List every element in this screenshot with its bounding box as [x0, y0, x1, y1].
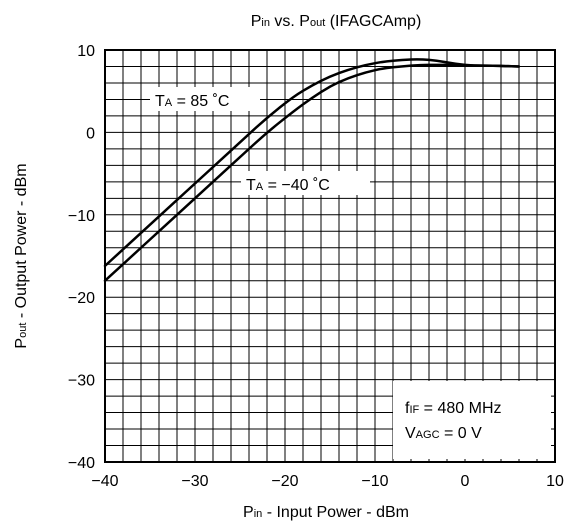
x-axis-label: Pin - Input Power - dBm [243, 504, 409, 521]
x-tick-label: 0 [461, 473, 470, 490]
y-tick-label: 0 [86, 125, 95, 142]
series-label-85-bg [150, 87, 260, 111]
x-tick-label: −30 [181, 473, 208, 490]
x-tick-label: −10 [361, 473, 388, 490]
x-tick-label: −40 [91, 473, 118, 490]
x-tick-labels: −40 −30 −20 −10 0 10 [91, 473, 564, 490]
series-label-minus40-bg [241, 171, 370, 195]
y-tick-label: 10 [77, 43, 95, 60]
y-tick-label: −40 [68, 455, 95, 472]
annotation-vagc: VAGC = 0 V [405, 425, 482, 442]
x-tick-label: −20 [271, 473, 298, 490]
x-tick-label: 10 [546, 473, 564, 490]
series-layer [103, 58, 521, 282]
annotation-box [393, 381, 551, 459]
y-tick-label: −10 [68, 208, 95, 225]
y-tick-label: −20 [68, 290, 95, 307]
y-axis-label: Pout - Output Power - dBm [13, 163, 30, 348]
annotation-frequency: fIF = 480 MHz [405, 400, 502, 417]
series-line-85c [103, 58, 521, 268]
chart-title: Pin vs. Pout (IFAGCAmp) [251, 13, 422, 30]
y-tick-labels: −40 −30 −20 −10 0 10 [68, 43, 95, 472]
series-label-minus40: TA = −40 ˚C [246, 177, 330, 194]
plot-frame [104, 49, 556, 463]
series-label-85: TA = 85 ˚C [155, 93, 229, 110]
y-tick-label: −30 [68, 373, 95, 390]
series-line-minus40c [103, 63, 521, 282]
